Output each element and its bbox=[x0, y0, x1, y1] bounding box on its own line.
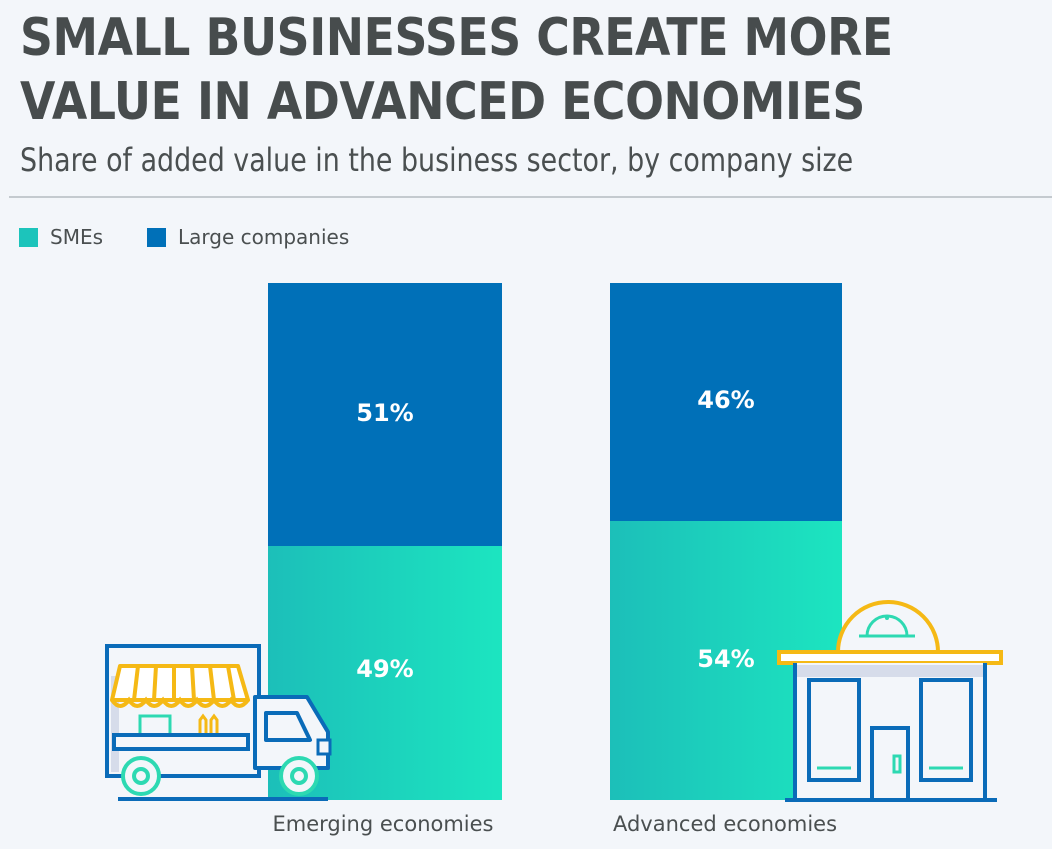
title-line-2: VALUE IN ADVANCED ECONOMIES bbox=[20, 72, 865, 132]
legend-label-smes: SMEs bbox=[50, 225, 104, 249]
bar-emerging-economies: 51% 49% bbox=[268, 283, 502, 800]
legend: SMEs Large companies bbox=[19, 225, 393, 249]
legend-label-large: Large companies bbox=[178, 225, 350, 249]
legend-swatch-large bbox=[147, 227, 167, 247]
value-label-large-advanced: 46% bbox=[697, 386, 755, 414]
bar-segment-large-advanced: 46% bbox=[610, 283, 842, 521]
chart-title: SMALL BUSINESSES CREATE MORE VALUE IN AD… bbox=[20, 6, 893, 134]
title-line-1: SMALL BUSINESSES CREATE MORE bbox=[20, 8, 893, 68]
category-label-emerging: Emerging economies bbox=[272, 812, 494, 836]
restaurant-storefront-icon bbox=[777, 600, 1003, 802]
legend-item-smes: SMEs bbox=[19, 225, 103, 249]
header-divider bbox=[9, 196, 1052, 198]
category-label-advanced: Advanced economies bbox=[612, 812, 838, 836]
value-label-sme-emerging: 49% bbox=[356, 655, 414, 683]
legend-swatch-smes bbox=[19, 227, 38, 247]
food-truck-icon bbox=[105, 644, 332, 801]
bar-advanced-economies: 46% 54% bbox=[610, 283, 842, 800]
bar-segment-large-emerging: 51% bbox=[268, 283, 502, 546]
chart-subtitle: Share of added value in the business sec… bbox=[20, 141, 854, 179]
value-label-sme-advanced: 54% bbox=[697, 645, 755, 673]
value-label-large-emerging: 51% bbox=[356, 399, 414, 427]
legend-item-large: Large companies bbox=[147, 225, 349, 249]
